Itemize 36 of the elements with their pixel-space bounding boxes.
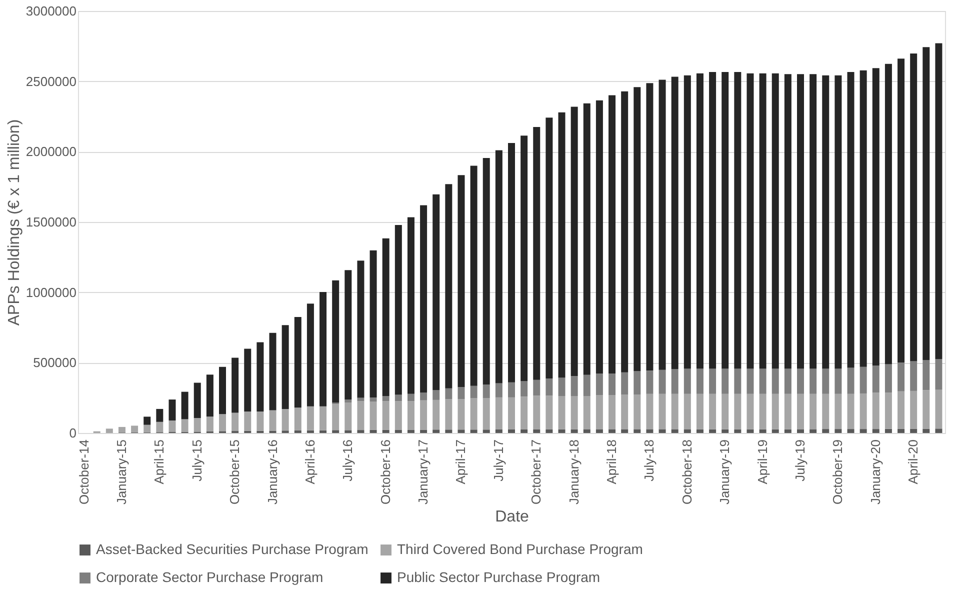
y-tick-label: 1000000 bbox=[26, 284, 76, 300]
x-tick-label: July-17 bbox=[490, 440, 506, 482]
x-tick-label: July-19 bbox=[792, 440, 808, 482]
x-tick-label: January-16 bbox=[264, 440, 280, 505]
y-axis-title: APPs Holdings (€ x 1 million) bbox=[6, 119, 23, 326]
legend-label: Corporate Sector Purchase Program bbox=[96, 569, 324, 585]
legend-label: Third Covered Bond Purchase Program bbox=[397, 541, 643, 557]
x-tick-label: October-14 bbox=[76, 440, 92, 505]
x-tick-label: January-18 bbox=[566, 440, 582, 505]
x-tick-label: January-15 bbox=[114, 440, 129, 505]
legend-label: Public Sector Purchase Program bbox=[397, 569, 600, 585]
x-tick-label: January-20 bbox=[868, 440, 883, 505]
x-tick-label: October-18 bbox=[679, 440, 694, 505]
y-tick-label: 500000 bbox=[33, 355, 76, 370]
x-tick-label: April-15 bbox=[152, 440, 167, 484]
y-tick-label: 0 bbox=[69, 426, 76, 440]
x-tick-label: January-19 bbox=[717, 440, 732, 505]
y-tick-label: 1500000 bbox=[26, 214, 76, 230]
x-tick-label: October-16 bbox=[378, 440, 393, 505]
x-axis-title: Date bbox=[495, 508, 529, 526]
y-tick-label: 3000000 bbox=[26, 4, 76, 18]
x-tick-label: April-19 bbox=[754, 440, 770, 484]
x-tick-label: April-16 bbox=[302, 440, 318, 484]
x-tick-label: October-17 bbox=[528, 440, 544, 505]
legend-label: Asset-Backed Securities Purchase Program bbox=[96, 541, 368, 557]
y-tick-label: 2000000 bbox=[26, 144, 76, 160]
x-tick-label: July-18 bbox=[642, 440, 657, 482]
y-tick-label: 2500000 bbox=[26, 74, 76, 89]
x-tick-label: October-15 bbox=[227, 440, 242, 505]
x-tick-label: January-17 bbox=[416, 440, 431, 505]
x-tick-label: July-16 bbox=[340, 440, 356, 482]
x-tick-label: April-20 bbox=[906, 440, 921, 484]
x-tick-label: July-15 bbox=[189, 440, 204, 482]
x-tick-label: October-19 bbox=[830, 440, 846, 505]
x-tick-label: April-17 bbox=[453, 440, 468, 484]
x-tick-label: April-18 bbox=[604, 440, 620, 484]
